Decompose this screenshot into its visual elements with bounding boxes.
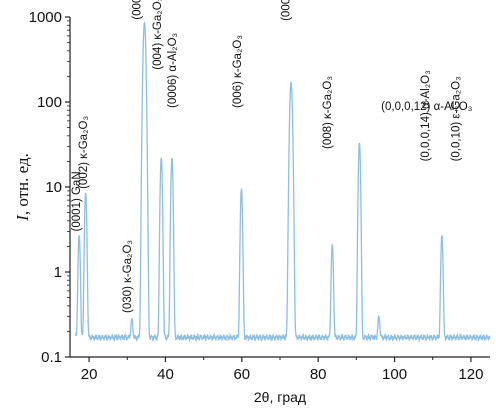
y-tick-label: 1000 — [29, 9, 62, 26]
y-tick-label: 10 — [45, 179, 62, 196]
peak-label: (0,0,0,14) α-Al₂O₃ — [420, 70, 432, 162]
peak-label: (0001) GaN — [71, 171, 83, 231]
peak-label: (0,0,10) ε-Ga₂O₃ — [450, 76, 462, 162]
xrd-series-line — [75, 20, 491, 343]
y-axis-label: I, отн. ед. — [13, 153, 32, 222]
peak-label: (008) κ-Ga₂O₃ — [322, 76, 334, 149]
peak-label: (002) κ-Ga₂O₃ — [78, 116, 90, 189]
peak-label: (0,0,0,12) α-Al₂O₃ — [381, 101, 473, 113]
peak-annotations: (0001) GaN(002) κ-Ga₂O₃ (030) κ-Ga₂O₃ (000… — [71, 0, 473, 313]
series — [75, 20, 491, 343]
x-tick-label: 100 — [382, 366, 407, 383]
y-tick-label: 100 — [37, 94, 62, 111]
y-axis-units: , отн. ед. — [13, 153, 32, 215]
x-tick-label: 80 — [310, 366, 327, 383]
peak-label: (004) κ-Ga₂O₃ — [152, 0, 164, 70]
peak-label: (006) κ-Ga₂O₃ — [232, 35, 244, 108]
ticks: 20 40 60 80 100 120 0.1 1 10 100 1000 — [29, 9, 484, 383]
y-tick-label: 1 — [54, 264, 62, 281]
peak-label: (0004) GaN — [281, 0, 293, 21]
x-tick-label: 20 — [81, 366, 98, 383]
peak-label: (0002) GaN — [132, 0, 144, 20]
y-tick-label: 0.1 — [41, 349, 62, 366]
x-tick-label: 60 — [233, 366, 250, 383]
peak-label: (030) κ-Ga₂O₃ — [122, 240, 134, 313]
x-tick-label: 120 — [458, 366, 483, 383]
y-axis-symbol: I — [13, 214, 32, 222]
x-axis-label: 2θ, град — [254, 389, 306, 405]
peak-label: (0006) α-Al₂O₃ — [167, 32, 179, 108]
x-tick-label: 40 — [157, 366, 174, 383]
